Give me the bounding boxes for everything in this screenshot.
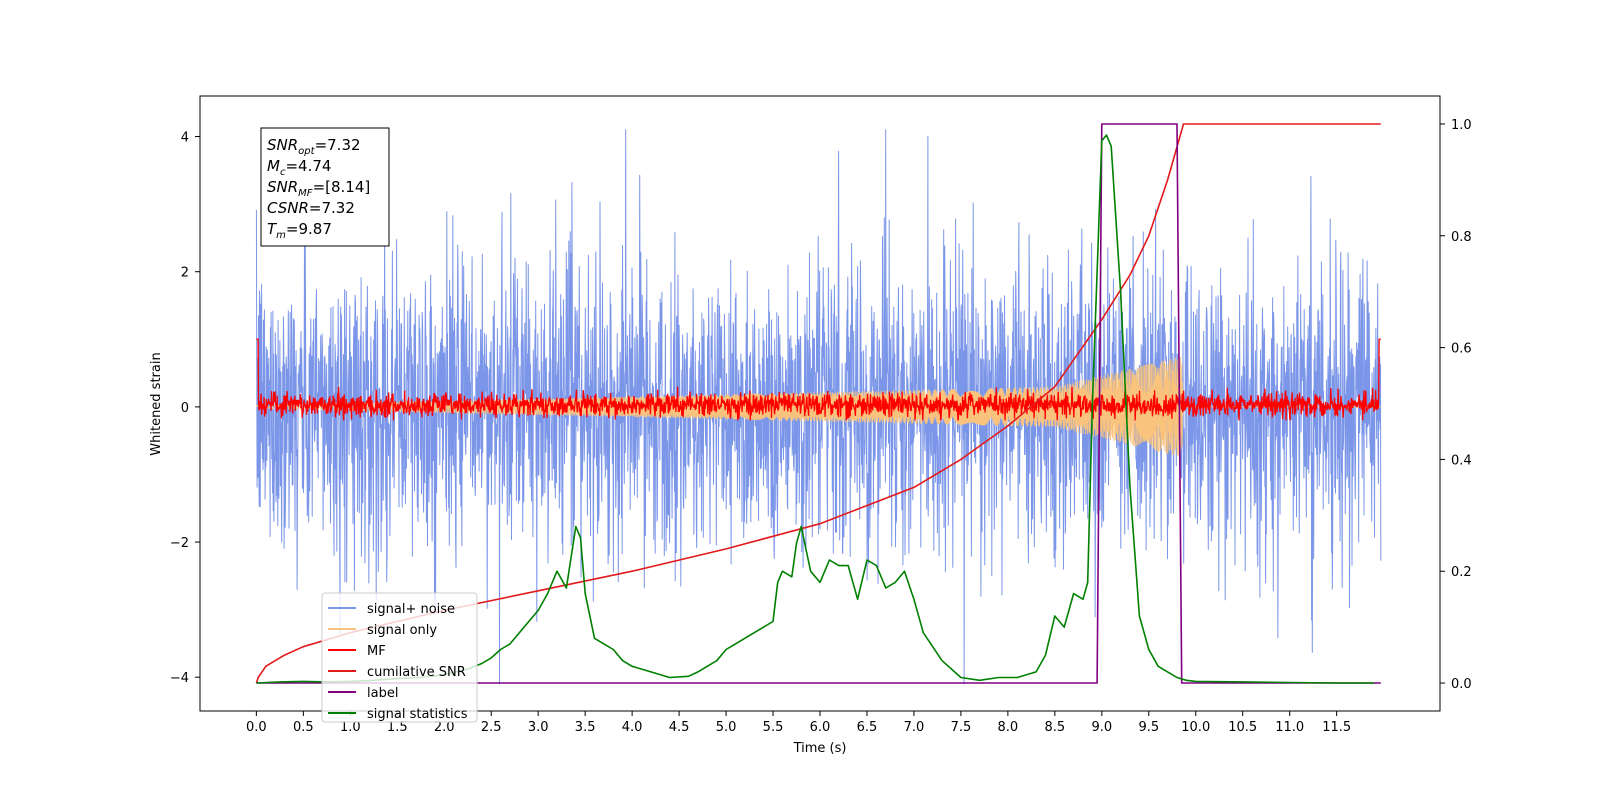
annotation-line: SNRMF=[8.14] (267, 178, 370, 199)
annotation-line: CSNR=7.32 (267, 199, 355, 217)
y2-tick-label: 0.4 (1451, 453, 1472, 468)
x-tick-label: 1.0 (340, 720, 361, 735)
annotation-name: M (267, 157, 280, 175)
x-tick-label: 6.5 (857, 720, 878, 735)
legend-label: signal statistics (367, 707, 468, 722)
x-tick-label: 10.0 (1181, 720, 1210, 735)
annotation-line: SNRopt=7.32 (267, 136, 361, 157)
legend-label: label (367, 686, 398, 701)
x-tick-label: 4.5 (669, 720, 690, 735)
annotation-box: SNRopt=7.32Mc=4.74SNRMF=[8.14]CSNR=7.32T… (260, 127, 390, 247)
x-tick-label: 4.0 (622, 720, 643, 735)
y-axis-right: 1.0 0.8 0.6 0.4 0.2 0.0 (1440, 118, 1472, 692)
cumulative-snr-line (255, 123, 1381, 684)
y2-tick-label: 0.8 (1451, 230, 1472, 245)
x-tick-label: 9.0 (1091, 720, 1112, 735)
x-tick-label: 2.5 (481, 720, 502, 735)
plot-area (255, 123, 1382, 685)
annotation-subscript: c (280, 167, 286, 178)
annotation-line: Mc=4.74 (267, 157, 331, 178)
series-signal-noise (255, 129, 1382, 685)
x-axis-label: Time (s) (793, 741, 847, 756)
x-tick-label: 9.5 (1138, 720, 1159, 735)
y2-tick-label: 0.2 (1451, 565, 1472, 580)
x-tick-label: 5.5 (763, 720, 784, 735)
label-line (256, 123, 1381, 684)
right-axis-series (255, 123, 1381, 684)
x-tick-label: 0.5 (293, 720, 314, 735)
y-axis-label: Whitened strain (149, 352, 164, 455)
annotation-value: =9.87 (286, 220, 332, 238)
legend-label: cumilative SNR (367, 665, 466, 680)
annotation-value: =7.32 (309, 199, 355, 217)
mf-line (256, 338, 1381, 421)
y-tick-label: −4 (170, 671, 189, 686)
y-tick-label: −2 (170, 536, 189, 551)
y-tick-label: 0 (181, 401, 189, 416)
annotation-name: CSNR (267, 199, 309, 217)
y-tick-label: 2 (181, 266, 189, 281)
x-tick-label: 6.0 (810, 720, 831, 735)
legend-label: signal only (367, 623, 437, 638)
legend-frame (321, 592, 478, 723)
annotation-value: =[8.14] (313, 178, 371, 196)
annotation-subscript: opt (298, 146, 315, 157)
x-tick-label: 10.5 (1228, 720, 1257, 735)
annotation-name: SNR (267, 136, 298, 154)
x-axis: 0.0 0.5 1.0 1.5 2.0 2.5 3.0 3.5 4.0 4.5 5.0 5.5 6.0 6… (246, 711, 1351, 735)
x-tick-label: 11.5 (1322, 720, 1351, 735)
x-tick-label: 2.0 (434, 720, 455, 735)
annotation-name: SNR (267, 178, 298, 196)
x-tick-label: 11.0 (1275, 720, 1304, 735)
y2-tick-label: 1.0 (1451, 118, 1472, 133)
signal-statistics-line (256, 134, 1375, 684)
signal-noise-line (255, 129, 1382, 685)
series-mf (256, 338, 1381, 421)
x-tick-label: 7.5 (951, 720, 972, 735)
y2-tick-label: 0.0 (1451, 677, 1472, 692)
x-tick-label: 0.0 (246, 720, 267, 735)
x-tick-label: 8.0 (998, 720, 1019, 735)
x-tick-label: 1.5 (387, 720, 408, 735)
annotation-value: =4.74 (285, 157, 331, 175)
annotation-frame (260, 127, 390, 247)
legend: signal+ noise signal only MF cumilative SNR… (321, 592, 478, 723)
annotation-subscript: m (276, 230, 286, 241)
annotation-subscript: MF (298, 188, 313, 199)
x-tick-label: 7.0 (904, 720, 925, 735)
annotation-line: Tm=9.87 (267, 220, 332, 241)
y-tick-label: 4 (181, 131, 189, 146)
annotation-name: T (267, 220, 278, 238)
y2-tick-label: 0.6 (1451, 342, 1472, 357)
legend-label: signal+ noise (367, 602, 455, 617)
x-tick-label: 8.5 (1045, 720, 1066, 735)
y-axis-left: 4 2 0 −2 −4 (170, 131, 200, 686)
x-tick-label: 3.0 (528, 720, 549, 735)
x-tick-label: 5.0 (716, 720, 737, 735)
annotation-value: =7.32 (315, 136, 361, 154)
legend-label: MF (367, 644, 386, 659)
x-tick-label: 3.5 (575, 720, 596, 735)
